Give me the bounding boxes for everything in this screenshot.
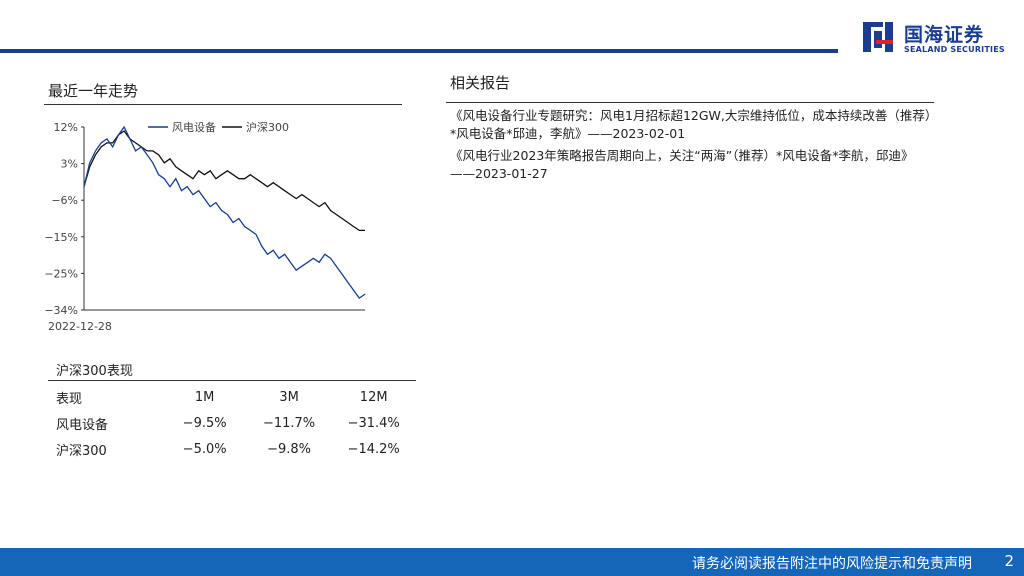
legend-label: 沪深300 bbox=[246, 120, 289, 134]
column-header: 表现 bbox=[56, 391, 83, 407]
cell-value: −14.2% bbox=[347, 441, 400, 457]
series-line bbox=[83, 130, 365, 232]
logo-chinese-name: 国海证券 bbox=[904, 24, 985, 46]
reports-title: 相关报告 bbox=[450, 74, 511, 92]
column-header: 1M bbox=[194, 389, 215, 405]
trend-chart: 12% 3% −6% −15% −25% −34% 2022-12-28 风电设备 沪深300 bbox=[40, 112, 380, 337]
performance-header-row: 表现 1M 3M 12M bbox=[48, 384, 416, 410]
logo-english-name: SEALAND SECURITIES bbox=[904, 45, 1005, 54]
performance-rule bbox=[48, 380, 416, 381]
header-rule bbox=[0, 49, 838, 53]
trend-chart-svg: 12% 3% −6% −15% −25% −34% 2022-12-28 风电设备 沪深300 bbox=[44, 120, 366, 333]
trend-title: 最近一年走势 bbox=[48, 82, 139, 100]
y-tick-label: −6% bbox=[51, 194, 78, 207]
cell-value: −31.4% bbox=[347, 415, 400, 431]
footer-bar: 请务必阅读报告附注中的风险提示和免责声明 2 bbox=[0, 548, 1024, 576]
column-header: 3M bbox=[279, 389, 299, 405]
series-line bbox=[83, 125, 366, 299]
y-tick-label: 12% bbox=[54, 121, 78, 134]
performance-table: 表现 1M 3M 12M 风电设备 −9.5% −11.7% −31.4% 沪深… bbox=[48, 384, 416, 462]
disclaimer-text: 请务必阅读报告附注中的风险提示和免责声明 bbox=[692, 556, 972, 572]
table-row: 沪深300 −5.0% −9.8% −14.2% bbox=[48, 436, 416, 462]
table-row: 风电设备 −9.5% −11.7% −31.4% bbox=[48, 410, 416, 436]
trend-title-rule bbox=[44, 104, 402, 105]
column-header: 12M bbox=[359, 389, 388, 405]
sealand-logo-icon bbox=[863, 22, 893, 52]
page-number: 2 bbox=[1004, 552, 1014, 570]
cell-value: −9.8% bbox=[267, 441, 312, 457]
cell-value: −11.7% bbox=[262, 415, 316, 431]
y-tick-label: −25% bbox=[44, 267, 78, 280]
cell-value: −9.5% bbox=[182, 415, 227, 431]
legend-label: 风电设备 bbox=[172, 120, 216, 134]
report-link[interactable]: 《风电设备行业专题研究：风电1月招标超12GW,大宗维持低位，成本持续改善（推荐… bbox=[450, 108, 932, 141]
y-tick-label: −34% bbox=[44, 304, 78, 317]
row-label: 风电设备 bbox=[56, 417, 109, 433]
row-label: 沪深300 bbox=[56, 443, 107, 459]
report-link[interactable]: 《风电行业2023年策略报告周期向上，关注“两海”（推荐）*风电设备*李航，邱迪… bbox=[450, 148, 914, 181]
cell-value: −5.0% bbox=[182, 441, 227, 457]
performance-title: 沪深300表现 bbox=[56, 364, 133, 379]
y-tick-label: 3% bbox=[61, 158, 78, 171]
reports-rule bbox=[446, 102, 934, 103]
sealand-logo: 国海证券 SEALAND SECURITIES bbox=[862, 18, 1012, 58]
x-tick-label: 2022-12-28 bbox=[48, 320, 112, 333]
y-tick-label: −15% bbox=[44, 231, 78, 244]
